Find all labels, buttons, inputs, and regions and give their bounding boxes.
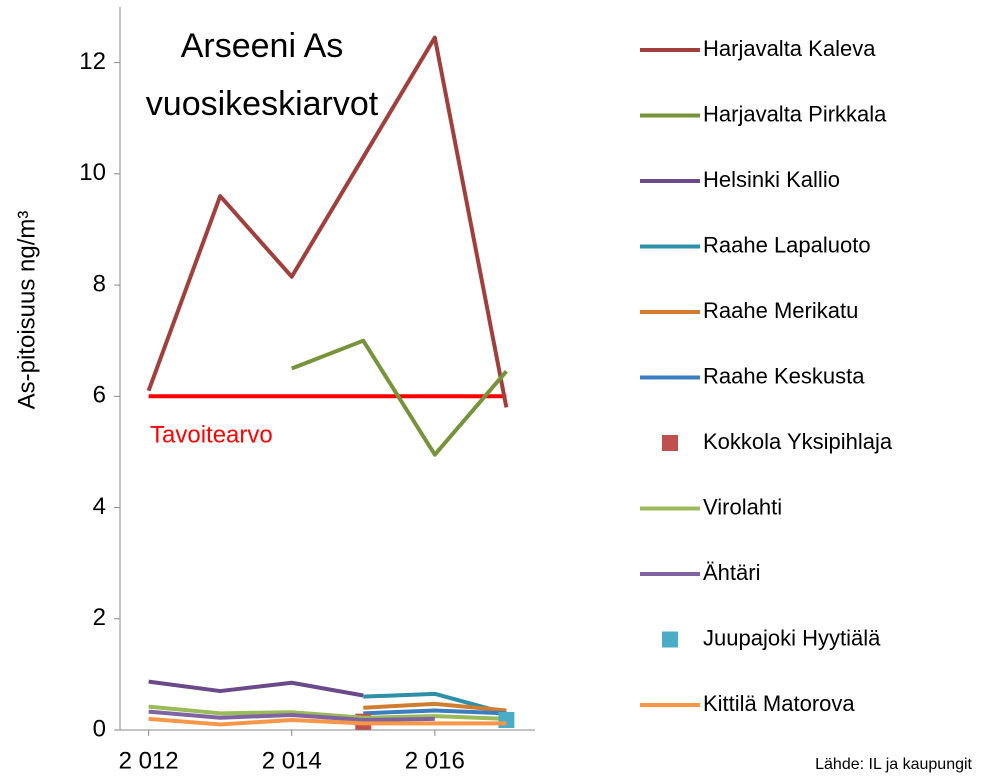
legend-label: Raahe Merikatu xyxy=(703,298,858,323)
x-tick-label: 2 016 xyxy=(405,747,465,774)
y-axis-label: As-pitoisuus ng/m³ xyxy=(13,211,40,410)
legend-label: Harjavalta Pirkkala xyxy=(703,101,887,126)
legend-label: Helsinki Kallio xyxy=(703,167,840,192)
series-line xyxy=(148,704,507,721)
y-tick-label: 12 xyxy=(79,48,106,75)
series-line xyxy=(363,701,507,713)
legend-label: Kokkola Yksipihlaja xyxy=(703,429,893,454)
x-tick-label: 2 014 xyxy=(262,747,322,774)
legend-label: Ähtäri xyxy=(703,560,760,585)
series-line xyxy=(290,338,508,457)
series-line xyxy=(363,708,507,716)
y-tick-label: 6 xyxy=(93,382,106,409)
series-line xyxy=(148,679,364,698)
legend-marker xyxy=(662,435,678,451)
legend-label: Raahe Keskusta xyxy=(703,363,865,388)
series-line xyxy=(148,709,435,722)
y-tick-label: 4 xyxy=(93,493,106,520)
marker xyxy=(498,711,515,728)
legend-label: Harjavalta Kaleva xyxy=(703,36,876,61)
series-line xyxy=(146,35,509,408)
chart-title: vuosikeskiarvot xyxy=(146,85,379,123)
legend-label: Virolahti xyxy=(703,494,782,519)
x-tick-label: 2 012 xyxy=(119,747,179,774)
chart-title: Arseeni As xyxy=(181,27,344,65)
source: Lähde: IL ja kaupungit xyxy=(815,756,972,773)
legend-label: Raahe Lapaluoto xyxy=(703,232,871,257)
y-tick-label: 2 xyxy=(93,604,106,631)
y-tick-label: 10 xyxy=(79,159,106,186)
target-label: Tavoitearvo xyxy=(150,422,273,449)
legend-marker xyxy=(662,631,678,648)
legend-label: Kittilä Matorova xyxy=(703,691,855,716)
y-tick-label: 8 xyxy=(93,270,106,297)
y-tick-label: 0 xyxy=(93,715,106,742)
series-line xyxy=(148,716,507,727)
legend-label: Juupajoki Hyytiälä xyxy=(703,625,881,650)
